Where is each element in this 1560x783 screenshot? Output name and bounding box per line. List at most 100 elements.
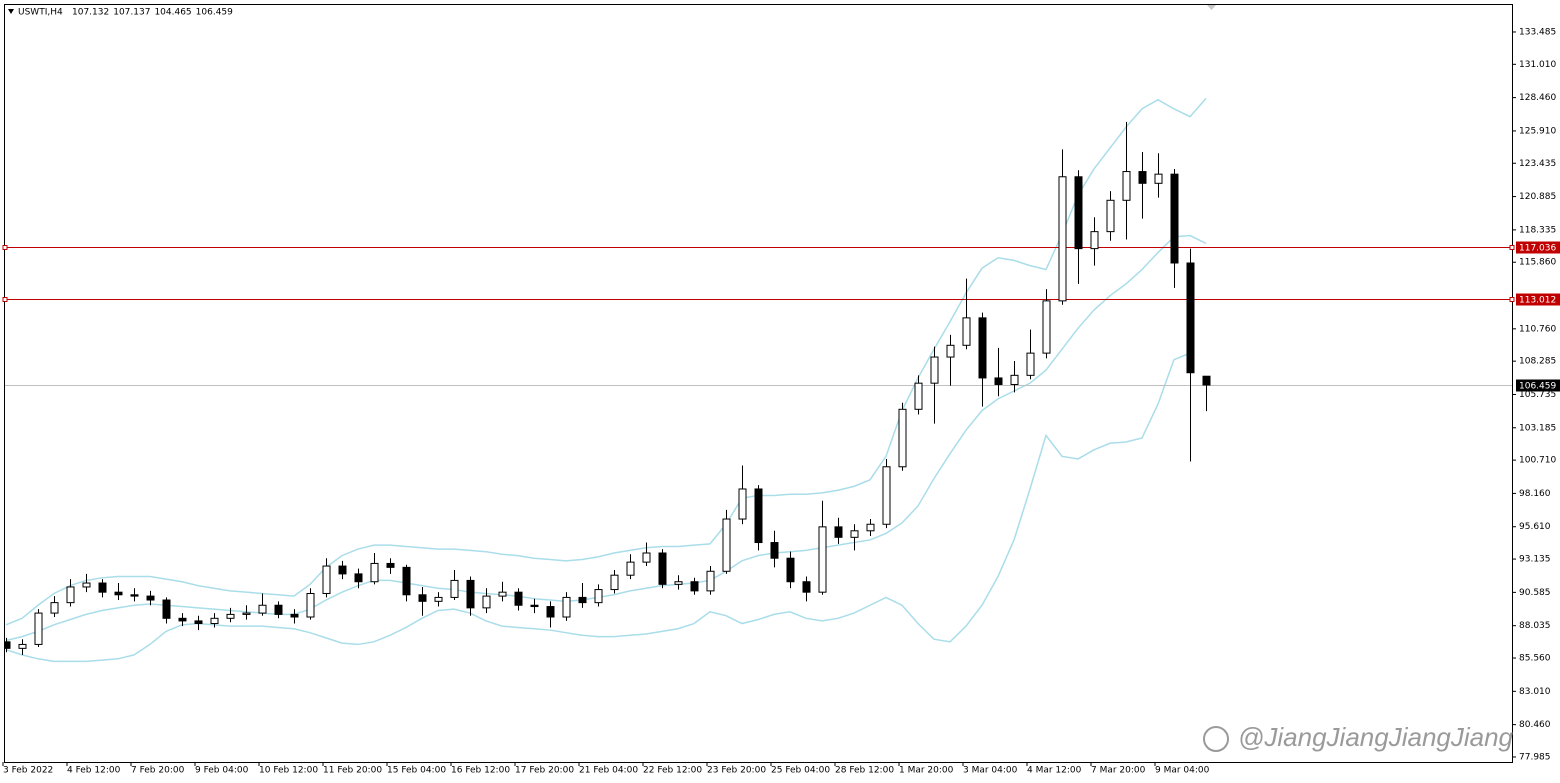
x-tick-label: 23 Feb 20:00 [707,766,766,776]
candle-body [930,356,939,384]
header-open: 107.132 [72,8,109,18]
candle-body [514,591,523,606]
candle-body [594,589,603,604]
candle-body [130,594,139,597]
level-handle [2,245,8,250]
candle-body [1106,199,1115,233]
candle-body [642,552,651,563]
x-tick-label: 21 Feb 04:00 [579,766,638,776]
candle-body [818,526,827,593]
x-tick-label: 4 Mar 12:00 [1027,766,1082,776]
y-tick-label: 93.135 [1519,555,1551,565]
y-tick-label: 98.160 [1519,489,1551,499]
candle-body [530,604,539,608]
candle-body [1154,173,1163,184]
candle-body [338,565,347,575]
y-tick-label: 80.460 [1519,720,1551,730]
candle-body [1042,300,1051,354]
header-prices: 107.132 107.137 104.465 106.459 [72,8,233,18]
candle-body [1090,231,1099,250]
candle-body [962,317,971,346]
y-tick-label: 133.485 [1519,27,1556,37]
candle-body [322,565,331,594]
candle-body [34,612,43,645]
band-line [5,97,1207,626]
candle-body [898,408,907,468]
x-tick-label: 25 Feb 04:00 [771,766,830,776]
candle-body [114,591,123,596]
candle-body [1074,176,1083,250]
candle-body [1026,352,1035,376]
candle-body [306,592,315,618]
candle-body [418,594,427,602]
candle-body [770,542,779,559]
band-line [5,234,1207,642]
shift-marker [1207,5,1216,10]
y-tick-label: 123.435 [1519,159,1556,169]
header-close: 106.459 [196,8,233,18]
candle-body [882,466,891,525]
candle-body [66,586,75,604]
candle-body [402,566,411,596]
x-tick-label: 7 Feb 20:00 [131,766,185,776]
level-label-bg [1516,293,1560,306]
x-tick-label: 3 Feb 2022 [3,766,53,776]
x-tick-label: 3 Mar 04:00 [963,766,1018,776]
level-label: 106.459 [1519,382,1556,392]
watermark-text: @JiangJiangJiangJiang [1238,722,1514,752]
axes: 133.485 131.010 128.460 125.910 123.435 120.8… [2,27,1556,776]
header-arrow [8,9,14,14]
x-tick-label: 10 Feb 12:00 [259,766,318,776]
header-low: 104.465 [154,8,191,18]
y-tick-label: 88.035 [1519,621,1551,631]
candle-body [1186,262,1195,374]
y-tick-label: 120.885 [1519,192,1556,202]
candle-body [1202,375,1211,386]
candle-body [786,557,795,583]
level-handle [2,297,8,302]
header-high: 107.137 [113,8,150,18]
y-tick-label: 95.610 [1519,522,1551,532]
watermark-logo [1203,726,1229,752]
candle-body [946,344,955,358]
candle-body [450,579,459,598]
x-tick-label: 7 Mar 20:00 [1091,766,1146,776]
candle-body [354,573,363,583]
candle-body [1138,171,1147,184]
candle-body [978,317,987,379]
candle-body [626,561,635,576]
y-tick-label: 110.760 [1519,324,1556,334]
candle-body [258,604,267,614]
plot-frame [4,4,1513,763]
level-label-bg [1516,379,1560,392]
candle-body [562,596,571,618]
y-tick-label: 108.285 [1519,357,1556,367]
y-tick-label: 125.910 [1519,126,1556,136]
level-handle [1509,297,1515,302]
x-tick-label: 9 Mar 04:00 [1155,766,1210,776]
candle-body [706,570,715,592]
candle-body [722,518,731,572]
x-tick-label: 22 Feb 12:00 [643,766,702,776]
candle-body [1058,176,1067,302]
candle-body [210,617,219,625]
candle-body [194,620,203,625]
level-handle [1509,245,1515,250]
x-tick-label: 16 Feb 12:00 [451,766,510,776]
x-tick-label: 11 Feb 20:00 [323,766,382,776]
candle-body [1010,374,1019,385]
level-label: 117.036 [1519,244,1556,254]
watermark: @JiangJiangJiangJiang [1203,722,1514,752]
level-label-bg [1516,241,1560,254]
candle-body [50,602,59,614]
candle-body [498,591,507,597]
candle-body [5,641,11,649]
candle-body [466,579,475,609]
y-tick-label: 85.560 [1519,654,1551,664]
candle-body [82,582,91,588]
symbol: USWTI,H4 [18,8,63,18]
candle-body [98,582,107,593]
candle-body [370,562,379,583]
candle-body [1122,171,1131,201]
candle-body [242,612,251,615]
